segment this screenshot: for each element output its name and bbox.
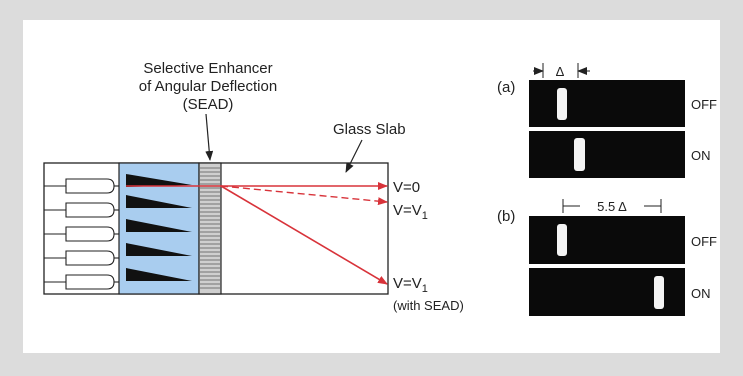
prism-2 [126,195,192,208]
spot-a-off [557,88,567,120]
waveguide-4 [65,250,115,266]
waveguide-5 [65,274,115,290]
image-a-off [529,80,685,127]
label-v0: V=0 [393,179,420,196]
label-v1-subscript: 1 [422,210,428,222]
beam-v1-dashed [220,185,388,206]
glass-slab-pointer-arrow [345,139,363,173]
label-a-off: OFF [691,97,717,112]
prism-5 [126,268,192,281]
sead-grating [198,162,222,295]
prism-array [126,174,192,281]
label-b: (b) [497,208,515,225]
label-with-sead: (with SEAD) [393,298,464,313]
delta-label-a: Δ [556,64,565,79]
spot-b-off [557,224,567,256]
label-v1-sead: V=V1 [393,275,428,295]
image-b-off [529,216,685,264]
delta-dimension-a [533,63,590,78]
prism-1 [126,174,192,187]
label-v1-sead-subscript: 1 [422,283,428,295]
beam-v1-sead [220,185,388,285]
spot-b-on [654,276,664,309]
sead-title-line3: (SEAD) [183,96,234,113]
image-a-on [529,131,685,178]
delta-label-b: 5.5 Δ [597,199,627,214]
label-a: (a) [497,79,515,96]
sead-pointer-arrow [205,113,214,161]
label-a-on: ON [691,148,711,163]
light-beams [126,182,388,285]
label-v1-sead-base: V=V [393,275,422,292]
sead-title-line2: of Angular Deflection [139,78,277,95]
label-v1: V=V1 [393,202,428,222]
label-v1-base: V=V [393,202,422,219]
input-waveguides [44,178,119,290]
delta-dimension-b [562,199,662,213]
prism-3 [126,219,192,232]
label-b-off: OFF [691,234,717,249]
prism-4 [126,243,192,256]
waveguide-2 [65,202,115,218]
waveguide-1 [65,178,115,194]
sead-title-line1: Selective Enhancer [143,60,272,77]
spot-a-on [574,138,585,171]
label-b-on: ON [691,286,711,301]
glass-slab-label: Glass Slab [333,121,406,138]
waveguide-3 [65,226,115,242]
